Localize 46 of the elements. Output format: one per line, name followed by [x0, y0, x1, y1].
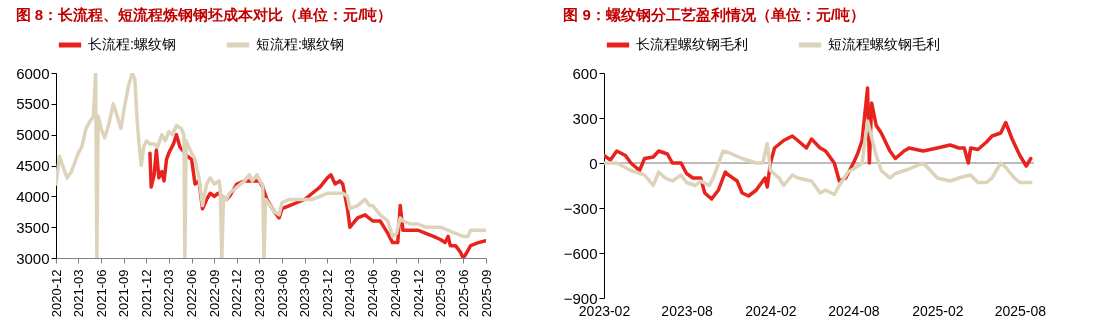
y-tick-label: 0 [589, 154, 598, 172]
x-tick-label: 2022-12 [229, 269, 245, 318]
x-tick-label: 2024-02 [745, 302, 797, 319]
x-tick-label: 2024-09 [388, 269, 404, 318]
x-tick-label: 2025-02 [912, 302, 964, 319]
legend-label: 长流程:螺纹钢 [88, 36, 176, 52]
y-tick-label: 3000 [16, 249, 50, 267]
y-tick-label: 600 [572, 64, 598, 82]
y-tick-label: 300 [572, 109, 598, 127]
chart-title: 图 8：长流程、短流程炼钢钢坯成本对比（单位：元/吨） [15, 6, 393, 23]
x-tick-label: 2023-09 [297, 269, 313, 318]
x-tick-label: 2023-06 [274, 269, 290, 318]
y-tick-label: 3500 [16, 218, 50, 236]
x-tick-label: 2024-08 [828, 302, 880, 319]
x-tick-label: 2024-03 [342, 269, 358, 318]
y-tick-label: 4500 [16, 157, 50, 174]
x-tick-label: 2021-09 [116, 269, 132, 318]
x-tick-label: 2022-03 [161, 269, 177, 318]
y-tick-label: 5000 [16, 126, 50, 144]
chart-title: 图 9：螺纹钢分工艺盈利情况（单位：元/吨） [563, 6, 865, 23]
x-tick-label: 2024-12 [410, 269, 426, 318]
x-tick-label: 2021-12 [138, 269, 154, 318]
legend-label: 短流程:螺纹钢 [256, 36, 344, 52]
x-tick-label: 2025-08 [994, 302, 1047, 319]
legend-label: 长流程螺纹钢毛利 [636, 36, 748, 52]
y-tick-label: −600 [563, 244, 598, 262]
x-tick-label: 2024-06 [365, 269, 381, 318]
x-tick-label: 2022-06 [184, 269, 200, 318]
y-tick-label: 4000 [16, 187, 50, 205]
x-tick-label: 2020-12 [48, 269, 64, 318]
y-tick-label: −900 [563, 289, 598, 307]
x-tick-label: 2021-06 [93, 269, 109, 318]
x-tick-label: 2025-06 [455, 269, 471, 318]
line-series [604, 119, 1033, 197]
line-series [604, 86, 1033, 201]
x-tick-label: 2025-03 [432, 269, 448, 318]
y-tick-label: 5500 [16, 95, 50, 113]
x-tick-label: 2023-08 [661, 302, 713, 319]
x-tick-label: 2021-03 [70, 269, 86, 318]
y-tick-label: 6000 [16, 64, 50, 82]
x-tick-label: 2022-09 [206, 269, 222, 318]
x-tick-label: 2023-03 [251, 269, 267, 318]
legend-label: 短流程螺纹钢毛利 [828, 36, 940, 52]
y-tick-label: −300 [563, 199, 598, 217]
x-tick-label: 2025-09 [478, 269, 494, 318]
x-tick-label: 2023-12 [319, 269, 335, 318]
